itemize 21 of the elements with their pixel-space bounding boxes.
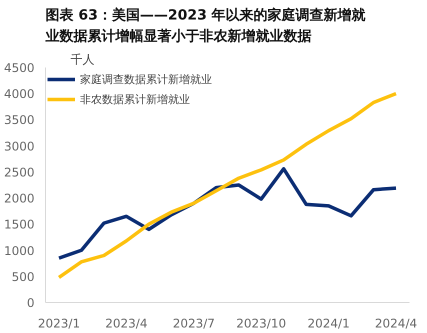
- y-tick-label: 3500: [4, 113, 35, 128]
- x-tick-label: 2023/7: [172, 316, 215, 330]
- y-tick-label: 1500: [4, 218, 35, 232]
- x-tick-label: 2024/4: [374, 316, 418, 330]
- chart-title: 图表 63：美国——2023 年以来的家庭调查新增就业数据累计增幅显著小于非农新增就业数据: [44, 6, 366, 44]
- x-tick-label: 2023/1: [38, 316, 80, 330]
- x-tick-label: 2024/1: [308, 316, 350, 330]
- y-tick-label: 4500: [4, 61, 35, 75]
- legend-label: 家庭调查数据累计新增就业: [80, 72, 212, 86]
- y-tick-label: 0: [26, 296, 35, 310]
- line-series: [57, 92, 398, 280]
- x-tick-label: 2023/4: [105, 316, 148, 330]
- y-tick-label: 2500: [4, 165, 35, 180]
- y-tick-label: 2000: [4, 192, 35, 206]
- y-axis-title: 千人: [70, 52, 94, 66]
- y-tick-label: 4000: [4, 87, 35, 102]
- x-tick-label: 2023/10: [236, 316, 286, 330]
- y-tick-label: 1000: [4, 244, 35, 258]
- y-tick-label: 500: [12, 270, 34, 284]
- legend-label: 非农数据累计新增就业: [80, 92, 190, 106]
- y-tick-label: 3000: [4, 139, 35, 154]
